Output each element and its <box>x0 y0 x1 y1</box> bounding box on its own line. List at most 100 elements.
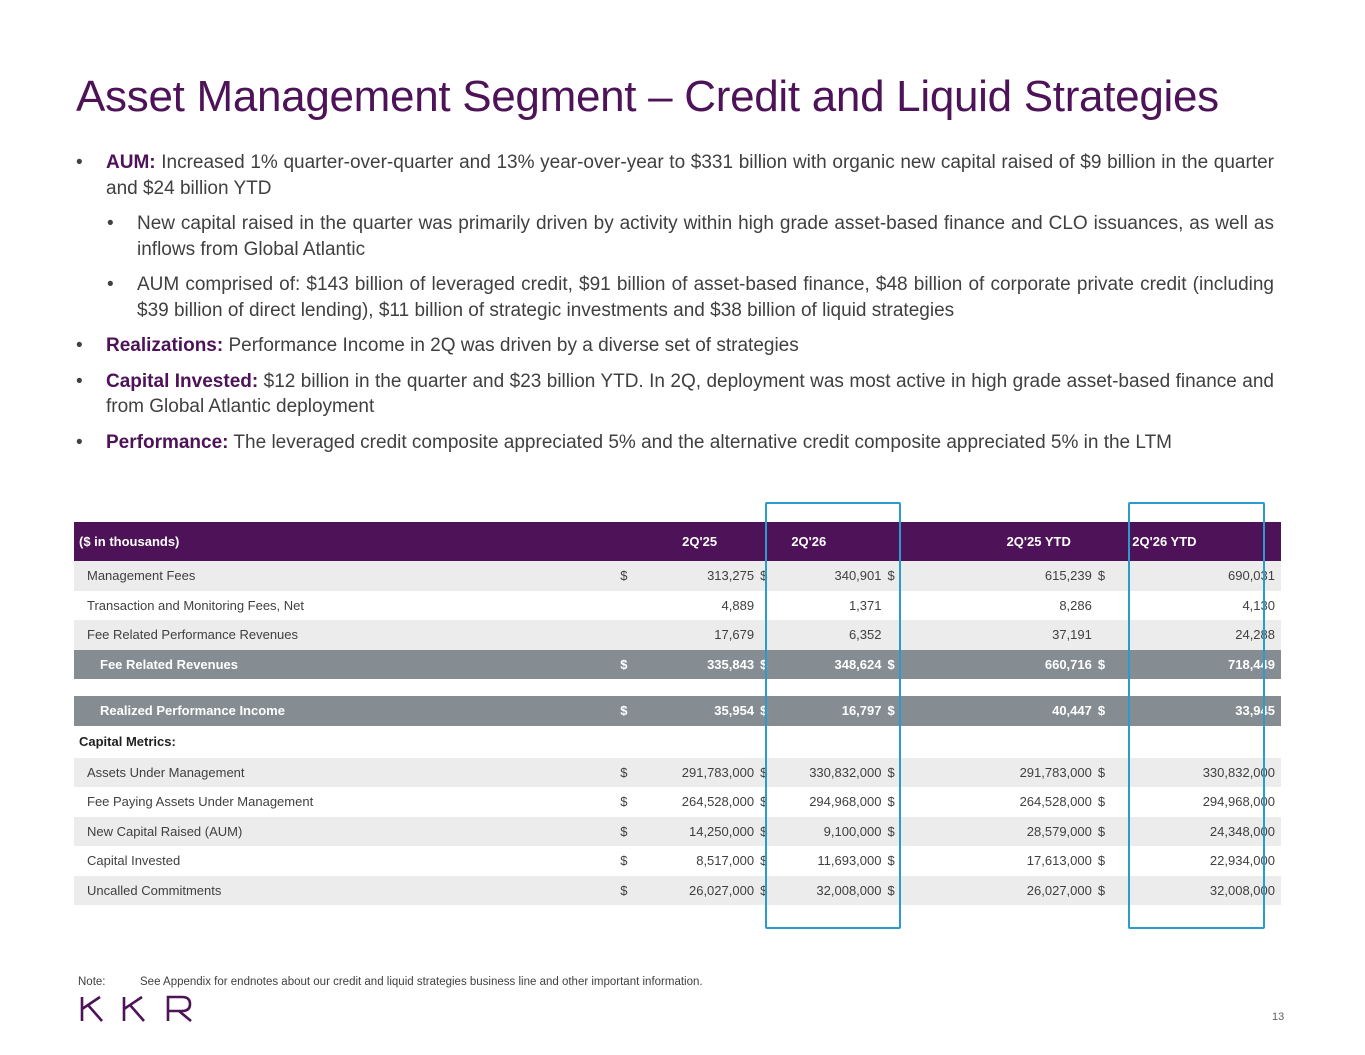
row-label: Uncalled Commitments <box>74 875 621 905</box>
bullet-item: Capital Invested: $12 billion in the qua… <box>76 369 1274 420</box>
table-row: Capital Invested $8,517,000 $11,693,000 $17… <box>74 846 1281 876</box>
page-title: Asset Management Segment – Credit and Li… <box>76 72 1219 121</box>
currency-symbol: $ <box>1097 875 1123 905</box>
currency-symbol: $ <box>620 561 681 591</box>
currency-symbol: $ <box>620 757 681 787</box>
value-cell: 17,679 <box>680 620 761 650</box>
value-cell: 40,447 <box>968 696 1098 726</box>
value-cell: 264,528,000 <box>681 794 755 810</box>
table-row: Transaction and Monitoring Fees, Net 4,88… <box>74 591 1281 621</box>
currency-symbol: $ <box>887 794 895 810</box>
value-cell: 17,613,000 <box>1026 853 1092 869</box>
bullet-item: Performance: The leveraged credit compos… <box>76 430 1274 456</box>
value-cell: 32,008,000 <box>1122 875 1281 905</box>
value-cell: 615,239 <box>968 561 1098 591</box>
note-text: See Appendix for endnotes about our cred… <box>140 976 703 988</box>
kkr-logo <box>80 995 194 1028</box>
table-header-row: ($ in thousands) 2Q'25 2Q'26 2Q'25 YTD 2… <box>74 522 1281 561</box>
table-row: Fee Paying Assets Under Management $264,5… <box>74 787 1281 817</box>
value-cell: 16,797 <box>784 696 888 726</box>
table-row: New Capital Raised (AUM) $14,250,000 $9,10… <box>74 816 1281 846</box>
currency-symbol: $ <box>1097 696 1123 726</box>
row-label: Capital Invested <box>87 853 181 869</box>
bullet-item: New capital raised in the quarter was pr… <box>107 211 1274 262</box>
currency-symbol <box>760 620 785 650</box>
currency-symbol: $ <box>620 853 628 869</box>
currency-symbol: $ <box>1097 757 1123 787</box>
value-cell: 9,100,000 <box>784 816 888 846</box>
row-label: Management Fees <box>74 561 621 591</box>
bullet-text: $12 billion in the quarter and $23 billi… <box>106 370 1274 418</box>
value-cell: 8,517,000 <box>696 853 755 869</box>
bullet-text: AUM comprised of: $143 billion of levera… <box>137 274 1274 321</box>
value-cell: 28,579,000 <box>968 816 1098 846</box>
value-cell: 294,968,000 <box>1202 794 1275 810</box>
currency-symbol <box>620 620 681 650</box>
table-row <box>74 679 1281 696</box>
currency-symbol: $ <box>1097 649 1123 679</box>
currency-symbol: $ <box>760 561 785 591</box>
currency-symbol: $ <box>887 853 895 869</box>
row-label: Transaction and Monitoring Fees, Net <box>87 597 305 613</box>
bullet-label: AUM: <box>106 152 156 173</box>
value-cell: 294,968,000 <box>809 794 882 810</box>
bullet-item: Realizations: Performance Income in 2Q w… <box>76 333 1274 359</box>
currency-symbol: $ <box>760 794 768 810</box>
value-cell: 330,832,000 <box>1122 757 1281 787</box>
currency-symbol <box>1098 591 1122 621</box>
bullet-label: Performance: <box>106 431 229 453</box>
value-cell: 26,027,000 <box>968 875 1098 905</box>
bullet-label: Capital Invested: <box>106 370 259 392</box>
header-units: ($ in thousands) <box>74 522 621 561</box>
value-cell: 264,528,000 <box>1019 794 1092 810</box>
currency-symbol: $ <box>1097 816 1123 846</box>
value-cell: 35,954 <box>680 696 761 726</box>
highlight-box-2q26 <box>765 502 901 929</box>
financial-table: ($ in thousands) 2Q'25 2Q'26 2Q'25 YTD 2… <box>74 522 1281 905</box>
bullet-item: AUM: Increased 1% quarter-over-quarter a… <box>76 150 1274 201</box>
value-cell: 37,191 <box>968 620 1098 650</box>
footnote: Note: See Appendix for endnotes about our… <box>78 976 703 988</box>
table-row: Realized Performance Income $35,954 $16,79… <box>74 696 1281 726</box>
page-number: 13 <box>1272 1011 1285 1023</box>
table-row: Uncalled Commitments $26,027,000 $32,008,0… <box>74 875 1281 905</box>
highlight-box-2q26-ytd <box>1128 502 1265 929</box>
bullet-label: Realizations: <box>106 335 224 356</box>
value-cell: 11,693,000 <box>817 853 882 869</box>
value-cell: 8,286 <box>1059 597 1092 613</box>
currency-symbol: $ <box>760 853 768 869</box>
value-cell: 291,783,000 <box>968 757 1098 787</box>
value-cell: 32,008,000 <box>784 875 888 905</box>
value-cell: 26,027,000 <box>680 875 761 905</box>
table-row: Management Fees $313,275 $340,901 $615,239 $… <box>74 561 1281 591</box>
currency-symbol: $ <box>760 875 785 905</box>
value-cell: 24,348,000 <box>1122 816 1281 846</box>
value-cell: 24,288 <box>1122 620 1281 650</box>
bullet-text: Performance Income in 2Q was driven by a… <box>223 335 799 356</box>
value-cell: 6,352 <box>784 620 888 650</box>
bullet-text: New capital raised in the quarter was pr… <box>137 213 1274 260</box>
currency-symbol: $ <box>1097 853 1106 869</box>
value-cell: 291,783,000 <box>680 757 761 787</box>
header-2q25-ytd: 2Q'25 YTD <box>887 522 1098 561</box>
currency-symbol: $ <box>760 696 785 726</box>
bullet-text: Increased 1% quarter-over-quarter and 13… <box>106 152 1274 199</box>
kkr-logo-mark <box>80 995 192 1022</box>
currency-symbol: $ <box>620 875 681 905</box>
section-label: Capital Metrics: <box>79 734 176 749</box>
bullet-text: The leveraged credit composite appreciat… <box>228 431 1172 453</box>
row-label: Assets Under Management <box>74 757 621 787</box>
currency-symbol: $ <box>620 696 681 726</box>
spacer-cell <box>74 679 1281 696</box>
value-cell: 4,130 <box>1242 597 1275 613</box>
value-cell: 335,843 <box>680 649 761 679</box>
note-label: Note: <box>78 976 106 988</box>
currency-symbol: $ <box>1097 561 1123 591</box>
currency-symbol: $ <box>760 649 785 679</box>
bullet-list: AUM: Increased 1% quarter-over-quarter a… <box>76 150 1274 465</box>
bullet-item: AUM comprised of: $143 billion of levera… <box>107 272 1274 323</box>
value-cell: 313,275 <box>680 561 761 591</box>
row-label: Fee Related Revenues <box>74 649 621 679</box>
row-label: New Capital Raised (AUM) <box>74 816 621 846</box>
header-2q26: 2Q'26 <box>760 522 888 561</box>
